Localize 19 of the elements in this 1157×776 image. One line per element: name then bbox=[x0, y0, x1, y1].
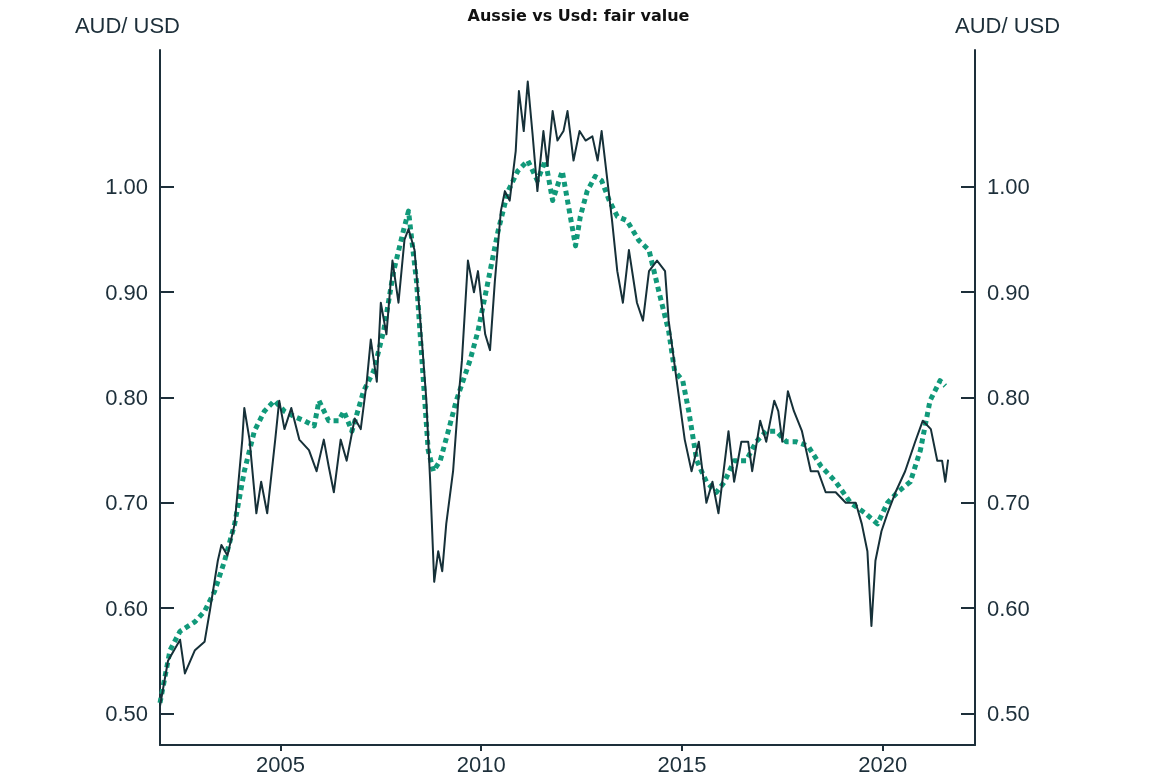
y-tick-label: 0.90 bbox=[105, 279, 148, 305]
y-tick-label: 0.50 bbox=[105, 700, 148, 726]
y2-tick-label: 0.90 bbox=[987, 279, 1030, 305]
y-tick-label: 0.60 bbox=[105, 595, 148, 621]
x-tick-label: 2010 bbox=[456, 751, 506, 776]
y2-tick-label: 0.70 bbox=[987, 490, 1030, 516]
x-tick-label: 2015 bbox=[657, 751, 707, 776]
chart-title: Aussie vs Usd: fair value bbox=[467, 5, 690, 25]
y2-axis-title: AUD/ USD bbox=[955, 12, 1061, 38]
y2-tick-label: 0.80 bbox=[987, 385, 1030, 410]
x-tick-label: 2020 bbox=[858, 751, 908, 776]
y-tick-label: 0.80 bbox=[105, 385, 148, 410]
y2-tick-label: 1.00 bbox=[987, 174, 1030, 200]
y-axis-title: AUD/ USD bbox=[74, 12, 180, 38]
y-tick-label: 0.70 bbox=[105, 490, 148, 516]
x-tick-label: 2005 bbox=[255, 751, 305, 776]
y-tick-label: 1.00 bbox=[105, 174, 148, 200]
y2-tick-label: 0.50 bbox=[987, 700, 1030, 726]
y2-tick-label: 0.60 bbox=[987, 595, 1030, 621]
